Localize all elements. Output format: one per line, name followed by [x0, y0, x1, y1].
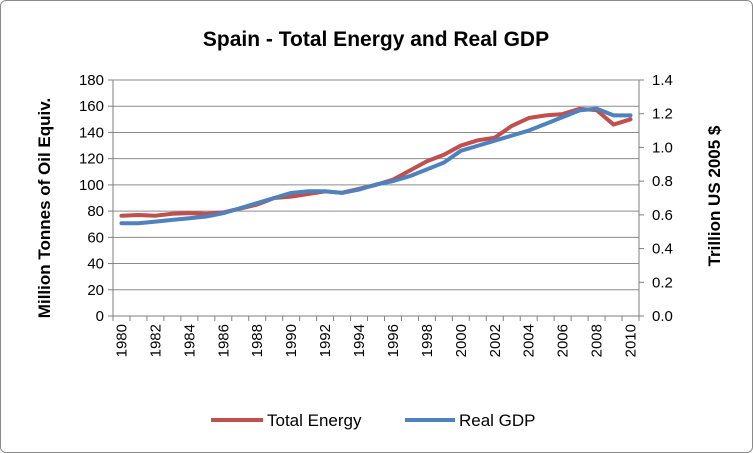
y-tick-right-label: 0.4 [652, 241, 673, 258]
x-tick-label: 1986 [215, 324, 232, 357]
y-tick-left-label: 80 [87, 203, 104, 220]
series-line-total-energy [119, 106, 633, 218]
axes [112, 80, 640, 317]
legend-total-energy-label: Total Energy [267, 411, 362, 430]
y-tick-right-label: 1.2 [652, 106, 673, 123]
y-tick-right-label: 0.2 [652, 274, 673, 291]
series-line-real-gdp [119, 106, 633, 226]
y-tick-right-label: 0.8 [652, 173, 673, 190]
y-tick-left-label: 180 [79, 72, 104, 89]
x-tick-label: 2008 [589, 324, 606, 357]
x-tick-label: 1988 [249, 324, 266, 357]
legend: Total Energy Real GDP [211, 411, 536, 430]
gridlines [113, 79, 639, 291]
y-tick-left-label: 120 [79, 151, 104, 168]
y-tick-left-label: 140 [79, 124, 104, 141]
x-tick-label: 1996 [385, 324, 402, 357]
series-lines [119, 106, 633, 226]
x-tick-label: 1994 [351, 324, 368, 357]
y-tick-right-label: 1.0 [652, 139, 673, 156]
x-tick-label: 1998 [419, 324, 436, 357]
x-tick-label: 2002 [487, 324, 504, 357]
y-tick-right-label: 1.4 [652, 72, 673, 89]
x-tick-label: 2000 [453, 324, 470, 357]
x-tick-label: 2006 [555, 324, 572, 357]
y-tick-left-label: 40 [87, 256, 104, 273]
y-tick-left-label: 20 [87, 282, 104, 299]
x-tick-label: 1984 [181, 324, 198, 357]
legend-real-gdp-label: Real GDP [459, 411, 536, 430]
y-tick-right-label: 0.6 [652, 207, 673, 224]
y-tick-left-label: 60 [87, 229, 104, 246]
y-tick-right-label: 0.0 [652, 308, 673, 325]
y-tick-left-label: 100 [79, 177, 104, 194]
y-ticks-left: 0 20 40 60 80 100 120 140 160 180 [79, 72, 113, 325]
x-tick-label: 1980 [113, 324, 130, 357]
x-tick-label: 2004 [521, 324, 538, 357]
x-tick-label: 1982 [147, 324, 164, 357]
x-tick-label: 1990 [283, 324, 300, 357]
x-ticks: 1980 1982 1984 1986 1988 1990 1992 1994 1996 1998… [112, 316, 640, 357]
x-tick-label: 2010 [623, 324, 640, 357]
chart-title: Spain - Total Energy and Real GDP [203, 28, 549, 51]
y-ticks-right: 0.0 0.2 0.4 0.6 0.8 1.0 1.2 1.4 [639, 72, 673, 325]
y-tick-left-label: 160 [79, 98, 104, 115]
x-tick-label: 1992 [317, 324, 334, 357]
y-tick-left-label: 0 [96, 308, 104, 325]
y-axis-left-label: Million Tonnes of Oil Equiv. [35, 98, 54, 318]
y-axis-right-label: Trillion US 2005 $ [705, 125, 724, 266]
